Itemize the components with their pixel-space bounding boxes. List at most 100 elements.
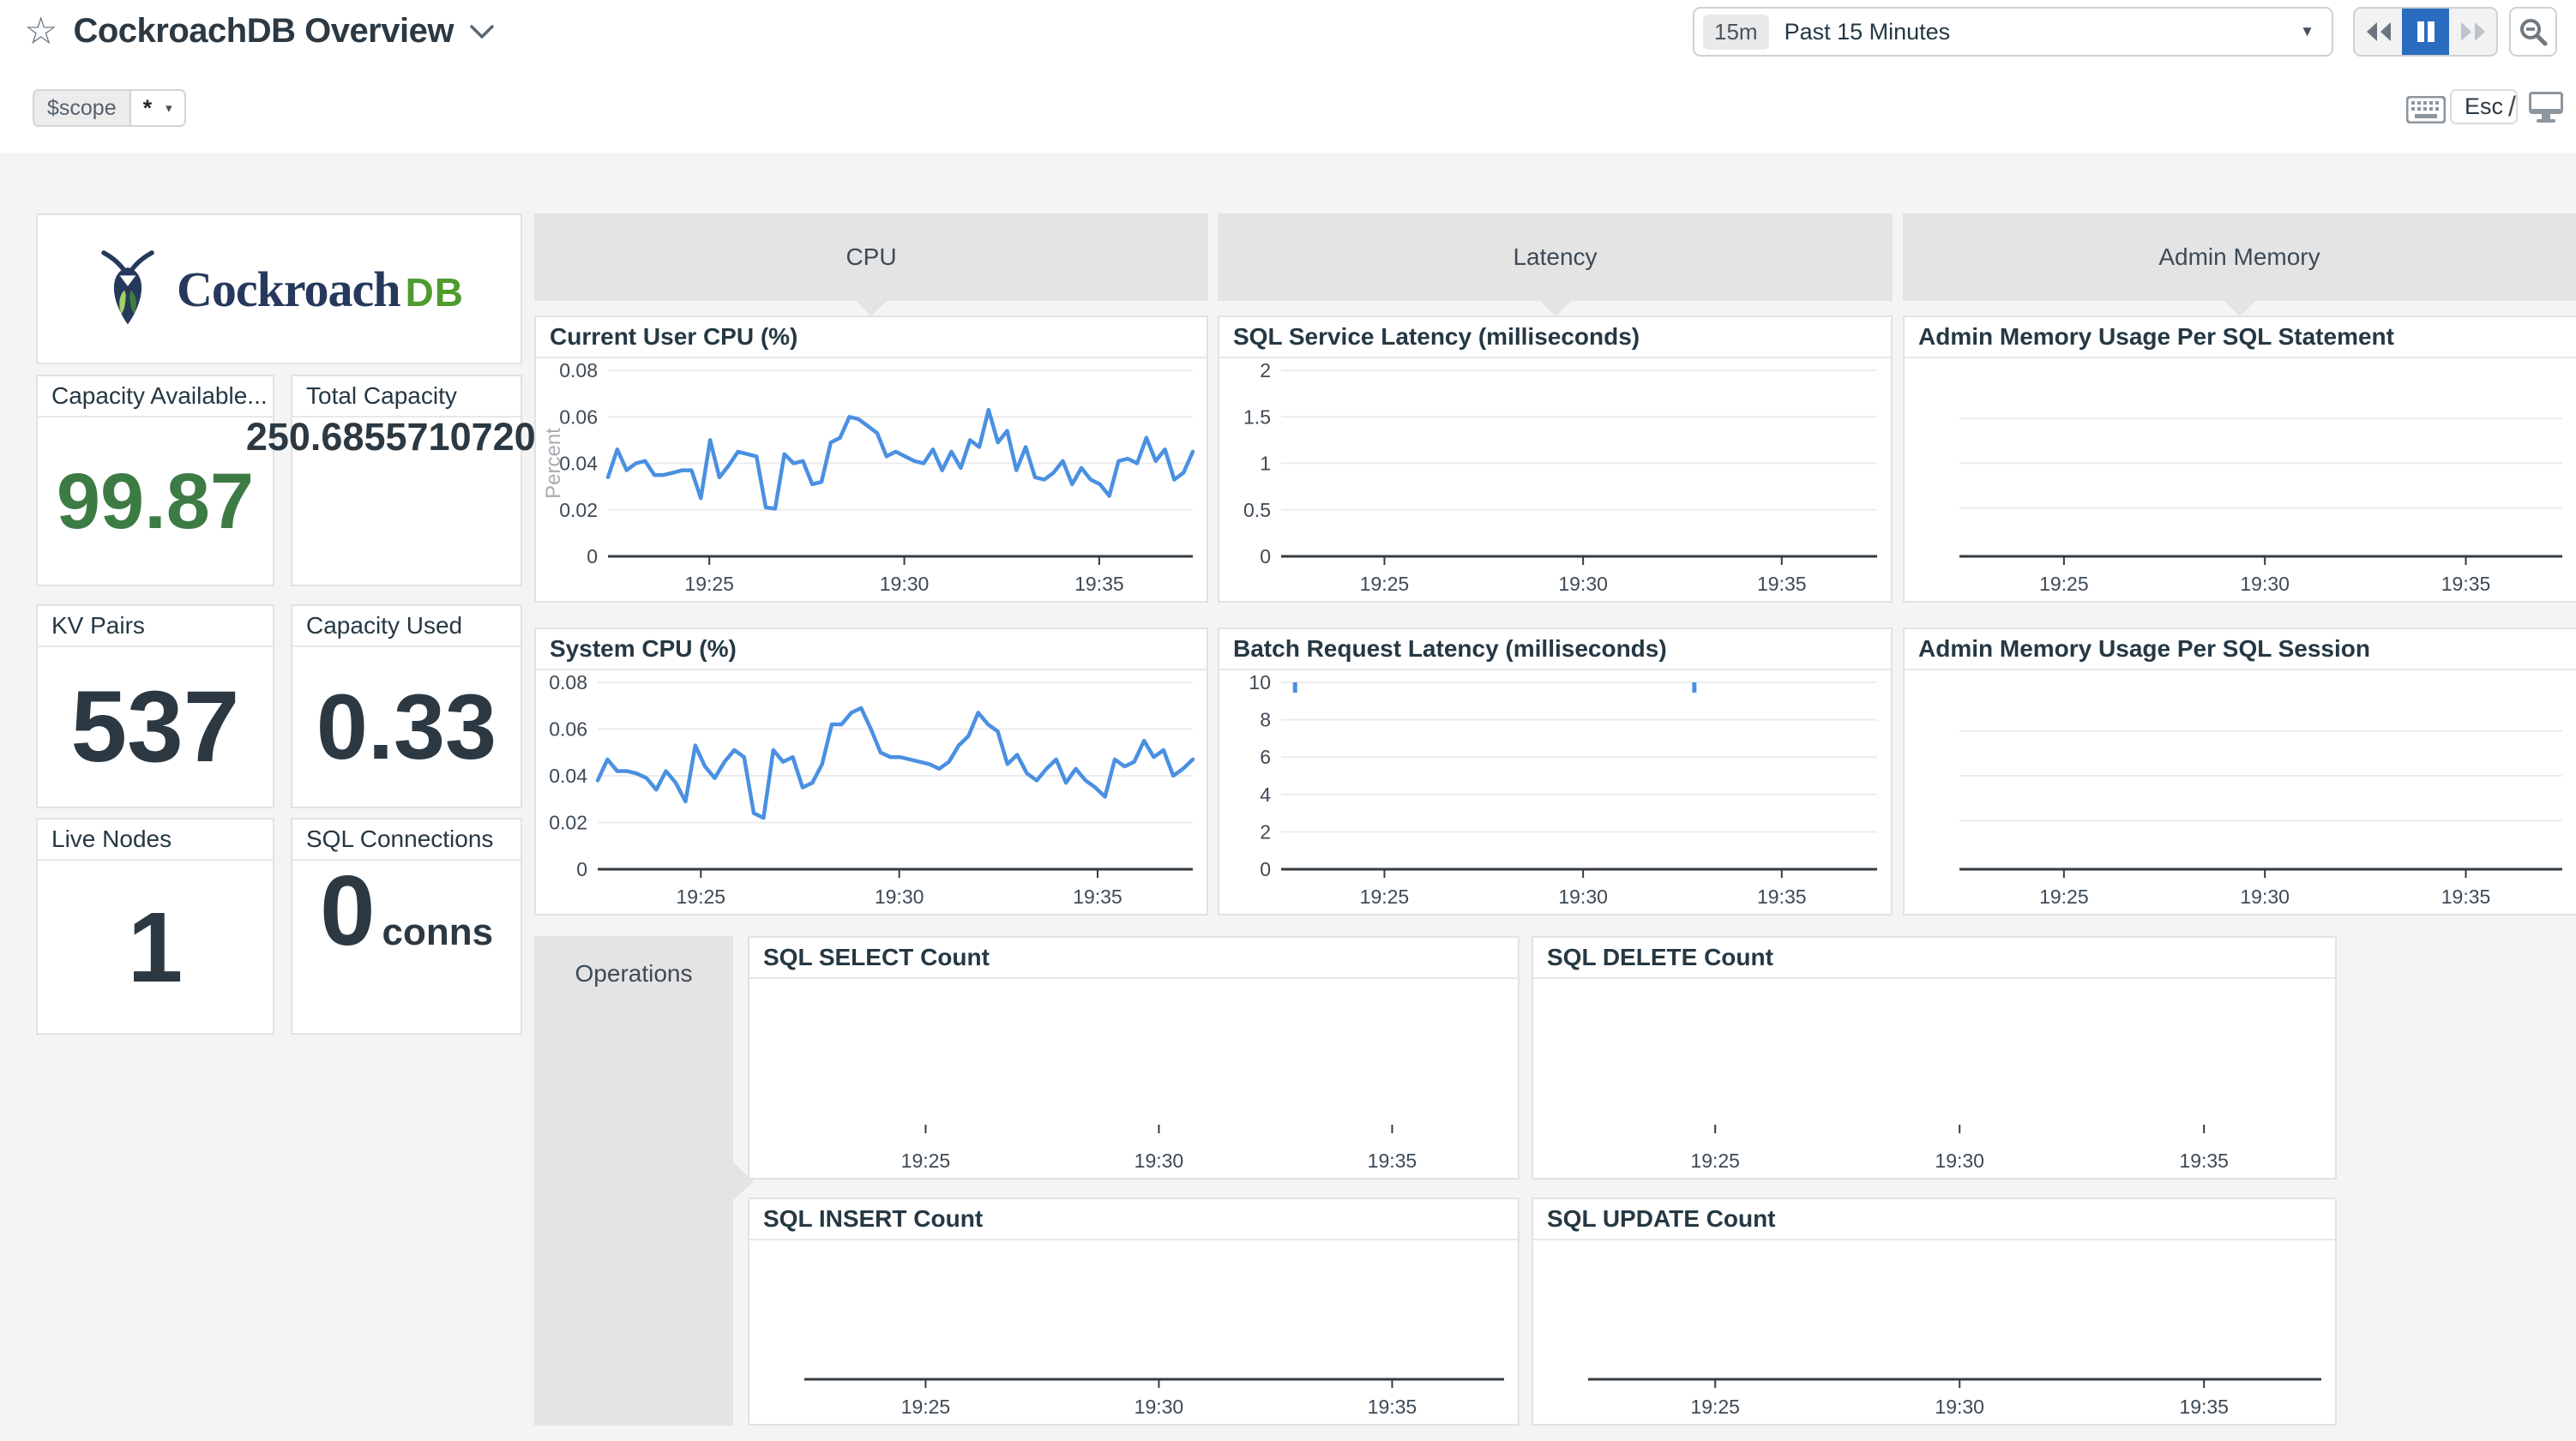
chart-title: SQL SELECT Count [749,938,1518,979]
chart-title: SQL INSERT Count [749,1199,1518,1240]
stat-label: Capacity Available... [38,376,273,417]
svg-text:Percent: Percent [542,428,565,499]
keyboard-shortcuts-button[interactable] [2406,96,2446,128]
svg-text:19:25: 19:25 [1360,886,1410,908]
svg-text:0.04: 0.04 [549,765,587,787]
stat-unit: conns [382,911,493,954]
svg-text:19:30: 19:30 [880,573,930,595]
scope-template-variable[interactable]: $scope * ▾ [33,89,186,127]
group-header-latency[interactable]: Latency [1218,213,1893,301]
chart-title: Admin Memory Usage Per SQL Statement [1905,317,2576,358]
svg-text:6: 6 [1260,746,1271,768]
rewind-icon [2364,21,2393,43]
pause-button[interactable] [2402,9,2449,55]
svg-text:19:25: 19:25 [901,1150,951,1172]
svg-text:8: 8 [1260,709,1271,731]
chart-card-sql-service-latency: SQL Service Latency (milliseconds) 00.51… [1218,315,1893,603]
chart-card-sql-update-count: SQL UPDATE Count 19:2519:3019:35 [1532,1198,2337,1426]
svg-text:0: 0 [576,858,587,880]
favorite-star-icon[interactable]: ☆ [24,13,57,51]
admin-memory-session-chart[interactable]: 19:2519:3019:35 [1905,670,2576,914]
chart-card-sql-insert-count: SQL INSERT Count 19:2519:3019:35 [748,1198,1520,1426]
cockroachdb-logo-card: CockroachDB [36,213,522,364]
svg-text:19:35: 19:35 [2179,1150,2229,1172]
svg-text:19:35: 19:35 [2441,573,2491,595]
svg-text:2: 2 [1260,359,1271,381]
stat-card-live-nodes[interactable]: Live Nodes 1 [36,818,274,1035]
monitor-icon [2528,91,2564,123]
svg-text:0.06: 0.06 [549,718,587,741]
svg-text:1.5: 1.5 [1243,405,1271,428]
stat-label: KV Pairs [38,606,273,647]
stat-label: Total Capacity [292,376,521,417]
page-title: CockroachDB Overview [73,12,454,51]
svg-text:19:25: 19:25 [684,573,734,595]
time-range-label: Past 15 Minutes [1785,19,2301,45]
stat-card-capacity-used[interactable]: Capacity Used 0.33 [291,604,522,808]
svg-text:4: 4 [1260,784,1271,806]
system-cpu-chart[interactable]: 00.020.040.060.0819:2519:3019:35 [536,670,1207,914]
svg-text:19:35: 19:35 [1757,886,1807,908]
svg-text:19:30: 19:30 [1558,886,1608,908]
svg-text:19:30: 19:30 [1935,1150,1984,1172]
logo-db-text: DB [406,270,464,315]
stat-value: 250.6855710720 [246,417,536,456]
sql-select-count-chart[interactable]: 19:2519:3019:35 [749,979,1518,1178]
svg-text:19:30: 19:30 [1558,573,1608,595]
sql-insert-count-chart[interactable]: 19:2519:3019:35 [749,1240,1518,1424]
svg-text:19:25: 19:25 [1690,1396,1740,1418]
sql-delete-count-chart[interactable]: 19:25 19:30 19:35 [1533,979,2335,1178]
stat-card-kv-pairs[interactable]: KV Pairs 537 [36,604,274,808]
svg-text:0: 0 [587,545,598,567]
svg-text:0.02: 0.02 [559,499,598,521]
svg-text:0.02: 0.02 [549,812,587,834]
chart-card-batch-request-latency: Batch Request Latency (milliseconds) 024… [1218,627,1893,916]
stat-value: 0.33 [316,681,497,773]
cockroach-bug-icon [94,244,161,333]
stat-card-capacity-available[interactable]: Capacity Available... 99.87 [36,375,274,586]
chart-card-sql-select-count: SQL SELECT Count 19:2519:3019:35 [748,936,1520,1180]
time-range-selector[interactable]: 15m Past 15 Minutes ▼ [1693,7,2333,57]
forward-button[interactable] [2449,9,2496,55]
stat-card-total-capacity[interactable]: Total Capacity 250.6855710720 GB [291,375,522,586]
chart-title: SQL DELETE Count [1533,938,2335,979]
chart-title: SQL Service Latency (milliseconds) [1219,317,1891,358]
svg-text:19:25: 19:25 [1690,1150,1740,1172]
chart-title: Admin Memory Usage Per SQL Session [1905,629,2576,670]
group-label: CPU [846,243,896,271]
batch-request-latency-chart[interactable]: 024681019:2519:3019:35 [1219,670,1891,914]
stat-card-sql-connections[interactable]: SQL Connections 0 conns [291,818,522,1035]
tv-mode-button[interactable] [2528,91,2564,128]
zoom-out-button[interactable] [2509,7,2557,57]
stat-value: 0 [320,861,376,960]
stat-value: 537 [71,676,240,778]
group-label: Operations [534,960,733,988]
sql-service-latency-chart[interactable]: 00.511.5219:2519:3019:35 [1219,358,1891,601]
sql-update-count-chart[interactable]: 19:2519:3019:35 [1533,1240,2335,1424]
svg-text:19:30: 19:30 [2240,573,2290,595]
stat-label: Live Nodes [38,820,273,861]
group-header-admin-memory[interactable]: Admin Memory [1903,213,2576,301]
group-header-cpu[interactable]: CPU [534,213,1208,301]
rewind-button[interactable] [2355,9,2402,55]
current-user-cpu-chart[interactable]: 00.020.040.060.0819:2519:3019:35Percent [536,358,1207,601]
keyboard-icon [2406,96,2446,123]
time-range-badge: 15m [1703,15,1769,50]
admin-memory-statement-chart[interactable]: 19:25 19:30 19:35 [1905,358,2576,601]
svg-text:2: 2 [1260,820,1271,843]
svg-text:19:25: 19:25 [1360,573,1410,595]
stat-value: 99.87 [57,462,254,541]
slash-separator: / [2508,91,2516,123]
chart-title: SQL UPDATE Count [1533,1199,2335,1240]
svg-text:19:30: 19:30 [1135,1396,1184,1418]
group-header-operations[interactable]: Operations [534,936,733,1426]
title-chevron-down-icon[interactable] [469,24,495,39]
group-label: Latency [1513,243,1597,271]
svg-text:0: 0 [1260,545,1271,567]
pause-icon [2417,21,2435,43]
svg-text:19:35: 19:35 [2441,886,2491,908]
svg-text:0.06: 0.06 [559,405,598,428]
chart-card-sql-delete-count: SQL DELETE Count 19:25 19:30 19:35 [1532,936,2337,1180]
chart-title: Current User CPU (%) [536,317,1207,358]
svg-text:19:25: 19:25 [2039,573,2089,595]
